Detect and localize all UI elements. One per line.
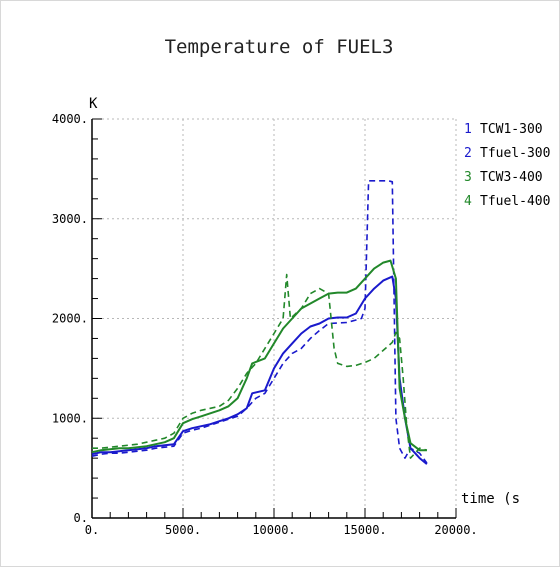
y-tick-label: 2000. xyxy=(52,312,88,326)
legend-marker: 2 xyxy=(464,146,472,161)
legend-entry: TCW1-300 xyxy=(480,122,543,137)
y-tick-label: 3000. xyxy=(52,212,88,226)
x-tick-label: 0. xyxy=(85,523,99,537)
y-tick-label: 4000. xyxy=(52,112,88,126)
chart-title: Temperature of FUEL3 xyxy=(165,36,394,58)
x-tick-label: 20000. xyxy=(434,523,477,537)
series-layer xyxy=(91,180,428,465)
legend-marker: 1 xyxy=(464,122,472,137)
series-line-4 xyxy=(92,273,428,459)
tick-labels: 0. 5000. 10000. 15000. 20000. 0. 1000. 2000. 300… xyxy=(52,112,478,537)
legend-marker: 4 xyxy=(464,194,472,209)
x-axis-label: time (s xyxy=(461,491,520,507)
y-axis-label: K xyxy=(89,96,98,112)
series-line-2 xyxy=(91,180,428,464)
y-tick-label: 1000. xyxy=(52,411,88,425)
series-line-1 xyxy=(91,275,428,465)
series-line-3 xyxy=(91,259,427,454)
y-tick-label: 0. xyxy=(74,511,88,525)
legend-entry: TCW3-400 xyxy=(480,170,543,185)
ticks xyxy=(91,118,457,519)
legend-entry: Tfuel-400 xyxy=(480,194,550,209)
x-tick-label: 5000. xyxy=(165,523,201,537)
grid xyxy=(92,118,457,518)
x-tick-label: 15000. xyxy=(343,523,386,537)
legend-entry: Tfuel-300 xyxy=(480,146,550,161)
legend-marker: 3 xyxy=(464,170,472,185)
legend: 1 TCW1-300 2 Tfuel-300 3 TCW3-400 4 Tfuel-400 xyxy=(464,122,550,209)
x-tick-label: 10000. xyxy=(252,523,295,537)
